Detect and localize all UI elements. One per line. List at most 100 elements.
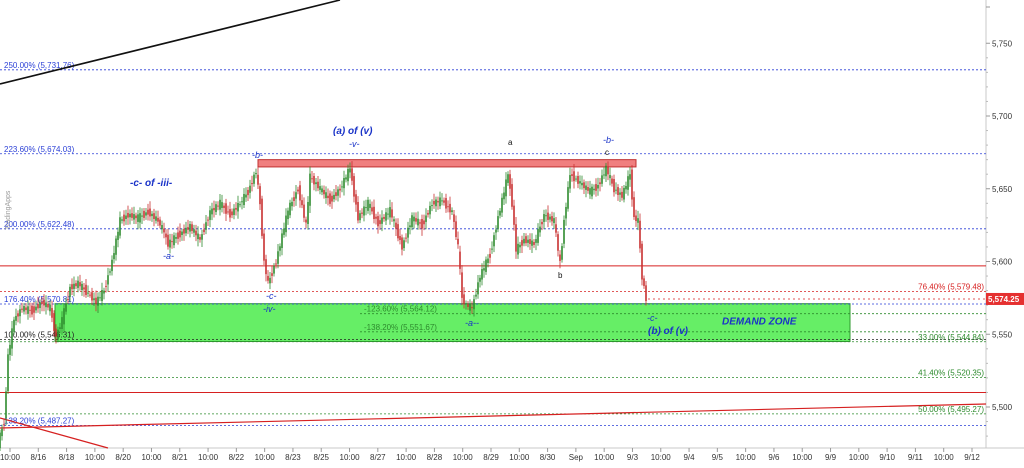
candle-body <box>23 306 25 312</box>
candle-body <box>359 213 361 221</box>
x-tick-label: 10:00 <box>934 453 955 462</box>
x-tick-label: 8/23 <box>285 453 301 462</box>
candle-body <box>477 282 479 295</box>
candle-body <box>193 229 195 233</box>
x-tick-label: 8/16 <box>31 453 47 462</box>
candle-body <box>489 253 491 258</box>
candle-body <box>59 327 61 330</box>
candle-body <box>521 240 523 246</box>
candle-body <box>427 212 429 215</box>
candle-body <box>447 206 449 208</box>
candle-body <box>333 194 335 200</box>
candle-body <box>269 277 271 284</box>
candle-body <box>603 174 605 176</box>
candle-body <box>481 269 483 280</box>
candle-body <box>623 187 625 200</box>
candle-body <box>325 192 327 199</box>
candle-body <box>111 259 113 272</box>
candle-body <box>0 432 1 449</box>
candle-body <box>341 186 343 188</box>
candle-body <box>533 242 535 245</box>
candle-body <box>53 313 55 331</box>
candle-body <box>343 177 345 189</box>
candle-body <box>529 239 531 245</box>
candle-body <box>207 219 209 221</box>
candle-body <box>373 206 375 220</box>
candle-body <box>497 216 499 230</box>
candle-body <box>157 217 159 222</box>
candle-body <box>79 282 81 287</box>
candle-body <box>245 194 247 198</box>
y-tick-label: 5,700 <box>992 112 1013 121</box>
candle-body <box>509 174 511 189</box>
candle-body <box>503 192 505 200</box>
candle-body <box>129 213 131 218</box>
candle-body <box>445 198 447 209</box>
candle-body <box>5 391 7 419</box>
candle-body <box>545 215 547 217</box>
candle-body <box>121 219 123 221</box>
candle-body <box>291 201 293 207</box>
candle-body <box>433 200 435 205</box>
candle-body <box>73 283 75 289</box>
fib-level-label: 200.00% (5,622.48) <box>4 220 75 229</box>
candle-body <box>81 283 83 291</box>
candle-body <box>217 205 219 207</box>
candle-body <box>353 176 355 197</box>
candle-body <box>643 278 645 286</box>
candle-body <box>583 182 585 189</box>
candle-body <box>257 174 259 185</box>
candle-body <box>149 208 151 217</box>
wave-label: c <box>605 148 609 157</box>
fib-level-label: -123.60% (5,564.12) <box>364 305 437 314</box>
candle-body <box>331 195 333 202</box>
candle-body <box>505 179 507 197</box>
candle-body <box>335 192 337 197</box>
candle-body <box>487 258 489 263</box>
candle-body <box>35 306 37 311</box>
candle-body <box>123 214 125 222</box>
y-tick-label: 5,600 <box>992 258 1013 267</box>
candle-body <box>211 208 213 215</box>
x-tick-label: Sep <box>569 453 584 462</box>
candle-body <box>555 224 557 233</box>
fib-level-label: 250.00% (5,731.76) <box>4 61 75 70</box>
x-tick-label: 9/3 <box>627 453 639 462</box>
candle-body <box>355 194 357 205</box>
x-tick-label: 8/18 <box>59 453 75 462</box>
candle-body <box>483 268 485 271</box>
candle-body <box>465 303 467 305</box>
candle-body <box>457 238 459 245</box>
x-tick-label: 8/20 <box>115 453 131 462</box>
candle-body <box>581 182 583 186</box>
candle-body <box>21 308 23 310</box>
candle-body <box>467 303 469 307</box>
candle-body <box>339 188 341 191</box>
x-tick-label: 10:00 <box>849 453 870 462</box>
x-tick-label: 10:00 <box>453 453 474 462</box>
candle-body <box>143 210 145 218</box>
candle-body <box>227 211 229 213</box>
candle-body <box>619 192 621 195</box>
candle-body <box>201 234 203 240</box>
candle-body <box>453 214 455 222</box>
candle-body <box>311 178 313 180</box>
candle-body <box>371 207 373 212</box>
candle-body <box>141 215 143 217</box>
candle-body <box>531 240 533 246</box>
candle-body <box>133 214 135 220</box>
x-tick-label: 9/4 <box>683 453 695 462</box>
x-tick-label: 8/21 <box>172 453 188 462</box>
x-tick-label: 8/30 <box>540 453 556 462</box>
wave-label: -c- <box>647 313 658 323</box>
candle-body <box>247 189 249 196</box>
candle-body <box>3 424 5 426</box>
candle-body <box>605 165 607 177</box>
candle-body <box>541 221 543 225</box>
candle-body <box>283 228 285 235</box>
trend-line <box>0 0 341 85</box>
candle-body <box>289 202 291 216</box>
candle-body <box>559 254 561 261</box>
candle-body <box>273 266 275 274</box>
